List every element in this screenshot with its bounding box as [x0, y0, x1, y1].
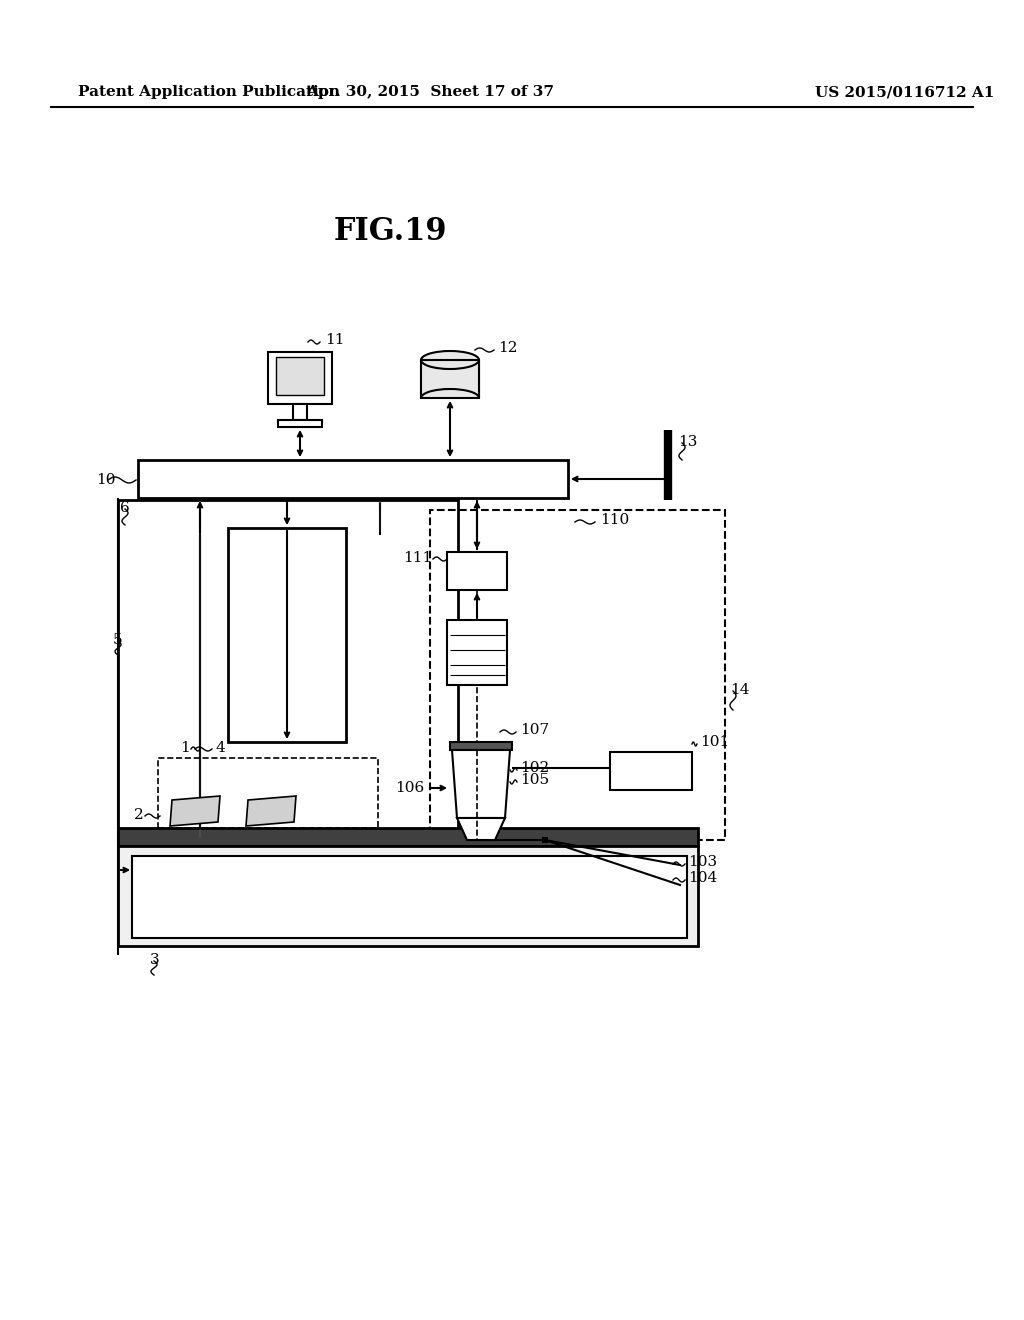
Text: 13: 13 — [678, 436, 697, 449]
Text: 6: 6 — [120, 502, 130, 515]
Bar — [278, 420, 322, 426]
Text: Patent Application Publication: Patent Application Publication — [78, 84, 340, 99]
Text: 5: 5 — [113, 634, 123, 647]
Bar — [447, 620, 507, 685]
Bar — [276, 356, 324, 395]
Text: 11: 11 — [325, 333, 344, 347]
Bar — [421, 360, 479, 399]
Bar — [447, 552, 507, 590]
Bar — [138, 459, 568, 498]
Text: 1: 1 — [180, 741, 190, 755]
Bar — [450, 742, 512, 750]
Text: 2: 2 — [134, 808, 144, 822]
Bar — [268, 352, 332, 404]
Ellipse shape — [421, 351, 479, 370]
Text: 4: 4 — [215, 741, 224, 755]
Bar — [430, 510, 725, 840]
Text: 110: 110 — [600, 513, 630, 527]
Polygon shape — [457, 818, 505, 840]
Text: 101: 101 — [700, 735, 729, 748]
Bar — [542, 837, 548, 843]
Text: 107: 107 — [520, 723, 549, 737]
Bar — [228, 528, 346, 742]
Text: 10: 10 — [96, 473, 116, 487]
Text: Apr. 30, 2015  Sheet 17 of 37: Apr. 30, 2015 Sheet 17 of 37 — [306, 84, 554, 99]
Text: 106: 106 — [395, 781, 424, 795]
Bar — [421, 360, 479, 399]
Text: US 2015/0116712 A1: US 2015/0116712 A1 — [815, 84, 994, 99]
Bar — [118, 500, 458, 842]
Bar — [118, 846, 698, 946]
Text: 105: 105 — [520, 774, 549, 787]
Text: 12: 12 — [498, 341, 517, 355]
Bar — [610, 752, 692, 789]
Text: 103: 103 — [688, 855, 717, 869]
Text: FIG.19: FIG.19 — [333, 216, 446, 248]
Text: 14: 14 — [730, 682, 750, 697]
Text: 111: 111 — [402, 550, 432, 565]
Bar — [293, 404, 307, 420]
Polygon shape — [452, 750, 510, 818]
Bar — [132, 855, 687, 939]
Text: 104: 104 — [688, 871, 717, 884]
Text: 3: 3 — [150, 953, 160, 968]
Polygon shape — [170, 796, 220, 826]
Polygon shape — [246, 796, 296, 826]
Text: 102: 102 — [520, 762, 549, 775]
Bar — [118, 828, 698, 846]
Bar — [158, 758, 378, 828]
